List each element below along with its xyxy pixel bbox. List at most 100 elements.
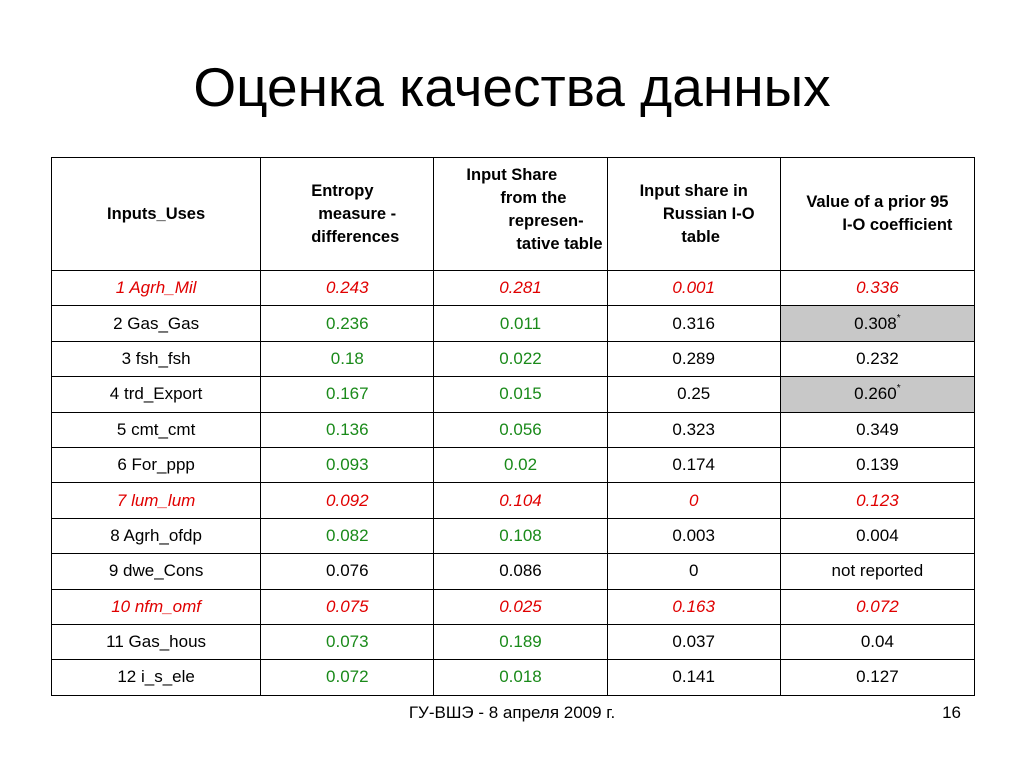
cell-text: 0.232 (856, 348, 899, 368)
value-cell: 0.349 (779, 411, 976, 448)
cell-text: 0.004 (856, 525, 899, 545)
row-label-cell: 9 dwe_Cons (50, 553, 262, 590)
value-cell: 0.025 (433, 588, 608, 625)
row-label-cell: 5 cmt_cmt (50, 411, 262, 448)
cell-text: 0.189 (499, 632, 542, 652)
header-line: Entropy (311, 181, 374, 200)
header-entropy: Entropy measure - differences (260, 157, 435, 271)
cell-text: 0.308 (854, 313, 897, 333)
header-line: Value of a prior 95 (806, 193, 949, 211)
row-label-cell: 3 fsh_fsh (50, 340, 262, 378)
cell-text: 0.04 (860, 632, 894, 652)
header-line: Russian I-O (662, 204, 755, 223)
cell-text: 5 cmt_cmt (116, 419, 196, 439)
value-cell: 0.073 (260, 623, 435, 661)
row-label-cell: 12 i_s_ele (50, 659, 262, 696)
cell-text: 0.289 (672, 348, 715, 368)
value-cell: 0.086 (433, 553, 608, 590)
value-cell: 0 (606, 553, 781, 590)
cell-text: 0.092 (326, 490, 369, 510)
header-line: Input share in (639, 181, 748, 200)
cell-text: 0.075 (326, 596, 369, 616)
value-cell: 0.136 (260, 411, 435, 448)
cell-text: 6 For_ppp (117, 455, 195, 475)
value-cell: 0.289 (606, 340, 781, 378)
value-cell: 0.075 (260, 588, 435, 625)
cell-text: 0.167 (326, 384, 369, 404)
cell-text: 0.072 (856, 596, 899, 616)
cell-text: 4 trd_Export (109, 384, 203, 404)
header-line: tative table (516, 235, 603, 253)
row-label-cell: 11 Gas_hous (50, 623, 262, 661)
row-label-cell: 1 Agrh_Mil (50, 269, 262, 307)
cell-text: not reported (831, 561, 924, 581)
header-prior-value: Value of a prior 95 I-O coefficient (779, 157, 976, 271)
cell-text: 8 Agrh_ofdp (110, 525, 202, 545)
value-cell: 0.25 (606, 376, 781, 413)
table-row: 12 i_s_ele 0.072 0.018 0.141 0.127 (50, 659, 976, 696)
cell-text: 0.015 (499, 384, 542, 404)
row-label-cell: 4 trd_Export (50, 376, 262, 413)
cell-text: 0.073 (326, 632, 369, 652)
table-row: 3 fsh_fsh 0.18 0.022 0.289 0.232 (50, 340, 976, 378)
cell-text: 0 (688, 561, 699, 581)
cell-text: 0.003 (672, 525, 715, 545)
header-input-share-representative: Input Share from the represen- tative ta… (433, 157, 608, 271)
table-row: 9 dwe_Cons 0.076 0.086 0 not reported (50, 553, 976, 590)
table-row: 11 Gas_hous 0.073 0.189 0.037 0.04 (50, 623, 976, 661)
value-cell: 0.022 (433, 340, 608, 378)
data-quality-table: Inputs_Uses Entropy measure - difference… (50, 157, 976, 696)
header-line: measure - (318, 204, 397, 223)
table-row: 1 Agrh_Mil 0.243 0.281 0.001 0.336 (50, 269, 976, 307)
cell-text: 0.336 (856, 278, 899, 298)
value-cell: 0.189 (433, 623, 608, 661)
value-cell: 0.092 (260, 482, 435, 519)
cell-text: 0.163 (672, 596, 715, 616)
cell-text: 0.260 (854, 384, 897, 404)
row-label-cell: 2 Gas_Gas (50, 305, 262, 342)
value-cell: 0.18 (260, 340, 435, 378)
value-cell: 0.018 (433, 659, 608, 696)
footer-text: ГУ-ВШЭ - 8 апреля 2009 г. (408, 703, 616, 722)
table-row: 6 For_ppp 0.093 0.02 0.174 0.139 (50, 446, 976, 484)
asterisk-mark: * (896, 312, 901, 324)
slide-title: Оценка качества данных (193, 56, 831, 118)
value-cell: 0 (606, 482, 781, 519)
cell-text: 1 Agrh_Mil (115, 278, 197, 298)
cell-text: 3 fsh_fsh (121, 348, 191, 368)
table-header-row: Inputs_Uses Entropy measure - difference… (50, 157, 976, 271)
value-cell: 0.076 (260, 553, 435, 590)
value-cell: 0.037 (606, 623, 781, 661)
cell-text: 0.082 (326, 525, 369, 545)
header-line: I-O coefficient (842, 216, 953, 234)
value-cell: 0.093 (260, 446, 435, 484)
cell-text: 0.18 (330, 348, 364, 368)
value-cell: 0.232 (779, 340, 976, 378)
value-cell: 0.243 (260, 269, 435, 307)
value-cell: 0.167 (260, 376, 435, 413)
cell-text: 0.108 (499, 525, 542, 545)
table-row: 7 lum_lum 0.092 0.104 0 0.123 (50, 482, 976, 519)
cell-text: 10 nfm_omf (111, 596, 201, 616)
cell-text: 0.018 (499, 667, 542, 687)
header-line: represen- (508, 212, 584, 230)
cell-text: 0.136 (326, 419, 369, 439)
value-cell: 0.260* (779, 376, 976, 413)
cell-text: 0.076 (326, 561, 369, 581)
row-label-cell: 7 lum_lum (50, 482, 262, 519)
table-row: 8 Agrh_ofdp 0.082 0.108 0.003 0.004 (50, 517, 976, 555)
cell-text: 0.011 (499, 313, 542, 333)
value-cell: 0.236 (260, 305, 435, 342)
cell-text: 0.127 (856, 667, 899, 687)
asterisk-mark: * (896, 383, 901, 395)
cell-text: 0.001 (672, 278, 715, 298)
cell-text: 0.323 (672, 419, 715, 439)
cell-text: 2 Gas_Gas (113, 313, 200, 333)
cell-text: 0.025 (499, 596, 542, 616)
cell-text: 0.316 (672, 313, 715, 333)
value-cell: 0.072 (260, 659, 435, 696)
value-cell: 0.02 (433, 446, 608, 484)
value-cell: 0.139 (779, 446, 976, 484)
value-cell: 0.323 (606, 411, 781, 448)
value-cell: 0.316 (606, 305, 781, 342)
